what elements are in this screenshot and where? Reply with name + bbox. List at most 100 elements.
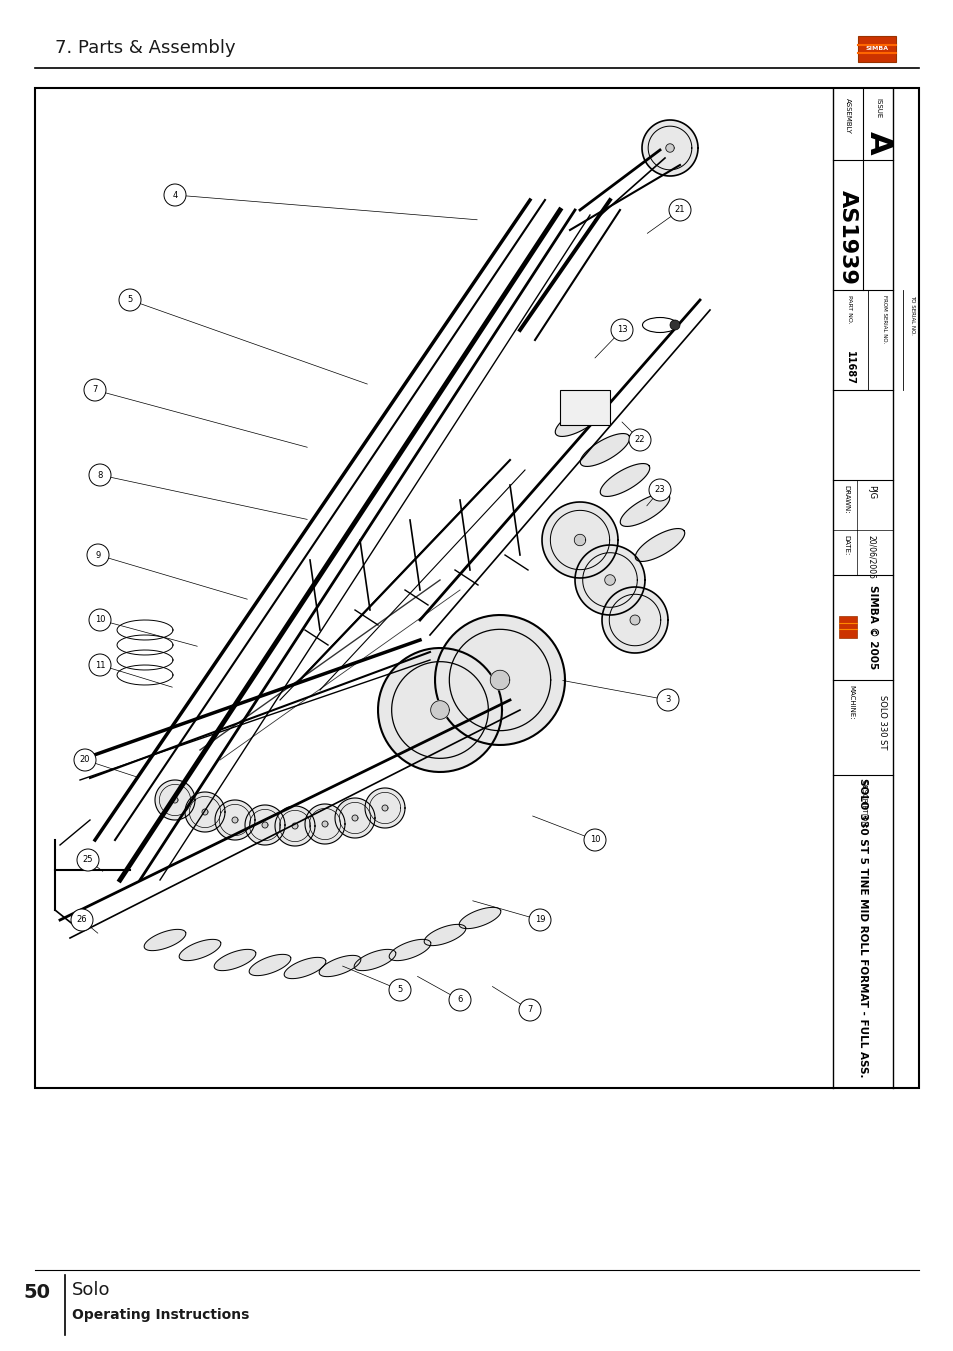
Bar (838, 616, 856, 638)
Circle shape (583, 830, 605, 851)
Polygon shape (249, 954, 291, 975)
Polygon shape (185, 792, 225, 832)
Text: 7: 7 (92, 385, 97, 394)
Polygon shape (665, 143, 674, 153)
Polygon shape (365, 788, 405, 828)
Circle shape (89, 609, 111, 631)
Polygon shape (352, 815, 357, 821)
Polygon shape (635, 528, 684, 562)
Text: 26: 26 (76, 916, 88, 924)
Polygon shape (541, 503, 618, 578)
Text: 6: 6 (456, 996, 462, 1005)
Text: 10: 10 (589, 835, 599, 844)
Polygon shape (214, 950, 255, 970)
Text: 7. Parts & Assembly: 7. Parts & Assembly (55, 39, 235, 57)
Circle shape (657, 689, 679, 711)
Text: MACHINE:: MACHINE: (847, 685, 853, 720)
Text: 10: 10 (94, 616, 105, 624)
Polygon shape (335, 798, 375, 838)
Text: 9: 9 (95, 550, 100, 559)
Text: PART NO.: PART NO. (846, 295, 852, 324)
Polygon shape (322, 821, 328, 827)
Text: 22: 22 (634, 435, 644, 444)
Polygon shape (305, 804, 345, 844)
Polygon shape (245, 805, 285, 844)
Polygon shape (555, 404, 604, 436)
Circle shape (389, 979, 411, 1001)
Polygon shape (202, 809, 208, 815)
Polygon shape (377, 648, 501, 771)
Bar (559, 390, 609, 426)
Circle shape (74, 748, 96, 771)
Text: 50: 50 (23, 1282, 50, 1301)
Circle shape (648, 480, 670, 501)
Text: DRAWN:: DRAWN: (842, 485, 848, 513)
Circle shape (89, 463, 111, 486)
Text: Operating Instructions: Operating Instructions (71, 1308, 249, 1323)
Text: DATE:: DATE: (842, 535, 848, 555)
Circle shape (71, 909, 92, 931)
Text: 3: 3 (664, 696, 670, 704)
Polygon shape (274, 807, 314, 846)
Text: 8: 8 (97, 470, 103, 480)
Circle shape (669, 320, 679, 330)
Text: PJG: PJG (866, 485, 875, 499)
Polygon shape (424, 924, 465, 946)
Text: AS1939: AS1939 (837, 190, 857, 285)
FancyBboxPatch shape (857, 36, 895, 62)
Text: A: A (862, 131, 892, 155)
Text: 21: 21 (674, 205, 684, 215)
Text: 19: 19 (535, 916, 545, 924)
Text: 11: 11 (94, 661, 105, 670)
Bar (35, 88, 918, 1088)
Circle shape (610, 319, 633, 340)
Text: Solo: Solo (71, 1281, 111, 1300)
Circle shape (668, 199, 690, 222)
Circle shape (164, 184, 186, 205)
Ellipse shape (641, 317, 677, 332)
Text: DESCRIPTION:: DESCRIPTION: (859, 780, 865, 830)
Polygon shape (641, 120, 698, 176)
Circle shape (119, 289, 141, 311)
Polygon shape (599, 463, 649, 496)
Polygon shape (354, 950, 395, 970)
Text: 5: 5 (397, 985, 402, 994)
Text: SIMBA © 2005: SIMBA © 2005 (867, 585, 877, 669)
Text: 13: 13 (616, 326, 627, 335)
Circle shape (449, 989, 471, 1011)
Polygon shape (381, 805, 388, 811)
Polygon shape (574, 534, 585, 546)
Polygon shape (214, 800, 254, 840)
Text: SIMBA: SIMBA (864, 46, 887, 51)
Polygon shape (435, 615, 564, 744)
Text: 23: 23 (654, 485, 664, 494)
Polygon shape (601, 586, 667, 653)
Text: 5: 5 (128, 296, 132, 304)
Text: 20/06/2005: 20/06/2005 (866, 535, 875, 580)
Polygon shape (284, 958, 326, 978)
Text: SOLO 330 ST 5 TINE MID ROLL FORMAT - FULL ASS.: SOLO 330 ST 5 TINE MID ROLL FORMAT - FUL… (857, 778, 867, 1078)
Polygon shape (262, 821, 268, 828)
Text: 20: 20 (80, 755, 91, 765)
Text: 4: 4 (172, 190, 177, 200)
Polygon shape (154, 780, 194, 820)
Polygon shape (430, 701, 449, 719)
Polygon shape (619, 493, 669, 527)
Polygon shape (179, 939, 221, 961)
Text: TO SERIAL NO.: TO SERIAL NO. (909, 295, 915, 335)
Circle shape (529, 909, 551, 931)
Polygon shape (172, 797, 178, 802)
Polygon shape (389, 939, 431, 961)
Circle shape (77, 848, 99, 871)
Text: 25: 25 (83, 855, 93, 865)
Polygon shape (575, 544, 644, 615)
Text: 11687: 11687 (844, 351, 854, 385)
Polygon shape (490, 670, 509, 690)
Polygon shape (292, 823, 297, 830)
Text: FROM SERIAL NO.: FROM SERIAL NO. (882, 295, 886, 343)
Polygon shape (604, 574, 615, 585)
Circle shape (84, 380, 106, 401)
Text: ASSEMBLY: ASSEMBLY (844, 99, 850, 134)
Polygon shape (319, 955, 360, 977)
Text: 7: 7 (527, 1005, 532, 1015)
